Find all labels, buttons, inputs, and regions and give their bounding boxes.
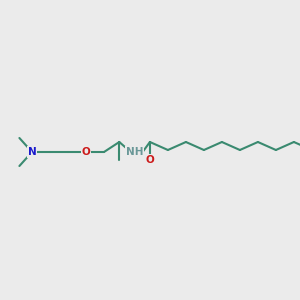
Text: O: O xyxy=(82,147,90,157)
Text: N: N xyxy=(28,147,36,157)
Text: O: O xyxy=(146,155,154,165)
Text: NH: NH xyxy=(126,147,143,157)
